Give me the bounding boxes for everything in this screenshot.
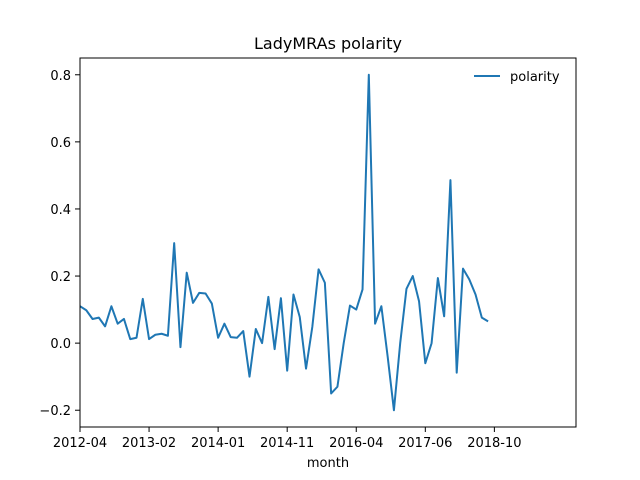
plot-frame	[79, 57, 577, 428]
x-tick-label: 2017-06	[398, 436, 452, 451]
x-tick-label: 2013-02	[122, 436, 176, 451]
y-tick-label: 0.8	[50, 69, 71, 84]
x-tick-label: 2014-01	[191, 436, 245, 451]
x-axis-label: month	[307, 456, 349, 471]
legend-label-polarity: polarity	[510, 70, 560, 85]
x-tick-label: 2012-04	[53, 436, 107, 451]
series-line-polarity	[80, 73, 489, 412]
y-tick-label: −0.2	[39, 404, 71, 419]
legend: polarity	[474, 70, 560, 85]
x-tick-label: 2018-10	[467, 436, 521, 451]
y-tick-label: 0.6	[50, 136, 71, 151]
x-tick-label: 2016-04	[329, 436, 383, 451]
y-tick-label: 0.0	[50, 337, 71, 352]
y-tick-label: 0.2	[50, 270, 71, 285]
y-tick-label: 0.4	[50, 203, 71, 218]
x-tick-label: 2014-11	[260, 436, 314, 451]
chart-title: LadyMRAs polarity	[254, 34, 402, 53]
